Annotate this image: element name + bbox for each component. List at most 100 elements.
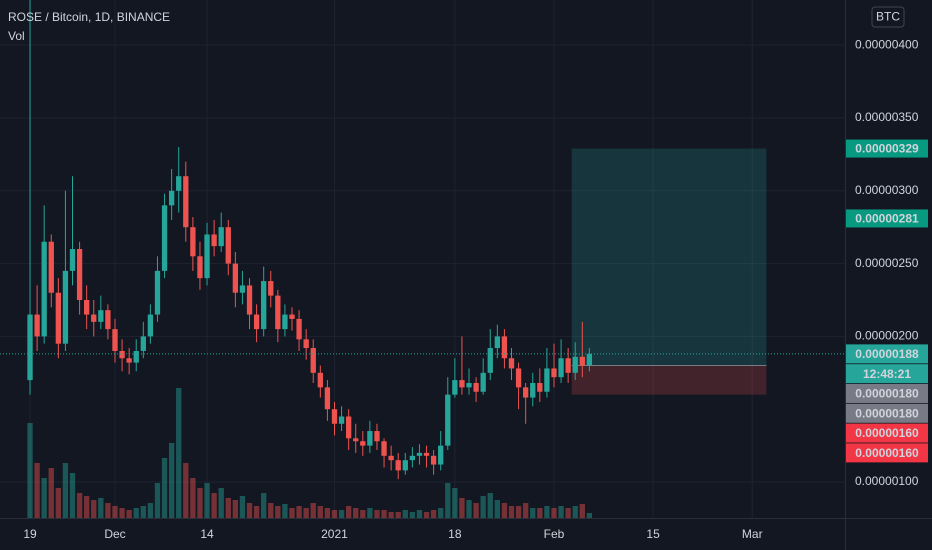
candle-body <box>402 460 408 471</box>
y-tick-label: 0.00000100 <box>855 474 919 488</box>
volume-bar <box>523 503 529 518</box>
y-tick-label: 0.00000400 <box>855 37 919 51</box>
volume-bar <box>374 510 380 518</box>
currency-box[interactable] <box>871 6 905 28</box>
candle-body <box>133 350 139 363</box>
volume-bar <box>445 483 451 518</box>
candle-body <box>452 380 458 395</box>
candle-body <box>119 350 125 359</box>
candle-body <box>409 455 416 461</box>
candle-body <box>459 380 465 388</box>
candle-body <box>204 234 210 279</box>
candle-body <box>572 356 578 373</box>
price-label: 0.00000180 <box>855 406 919 420</box>
candle-body <box>34 314 40 337</box>
volume-bar <box>62 463 69 518</box>
volume-bar <box>296 506 302 518</box>
candle-body <box>282 314 288 330</box>
volume-bar <box>225 498 231 518</box>
candle-body <box>438 445 444 465</box>
volume-bar <box>353 508 359 518</box>
volume-bar <box>168 443 175 518</box>
volume-bar <box>579 504 585 518</box>
volume-bar <box>232 500 239 518</box>
candle-body <box>268 281 274 296</box>
volume-bar <box>551 508 557 518</box>
volume-bar <box>55 488 61 518</box>
volume-bar <box>586 513 593 518</box>
volume-bar <box>423 512 430 518</box>
volume-bar <box>119 508 125 518</box>
volume-bar <box>112 506 118 518</box>
candle-body <box>197 256 203 279</box>
candle-body <box>374 431 380 442</box>
volume-bar <box>416 510 423 518</box>
candle-body <box>112 329 118 351</box>
x-tick-label: Feb <box>544 527 565 541</box>
price-label-box <box>846 443 928 463</box>
target-zone <box>571 148 767 366</box>
candle-body <box>62 270 69 344</box>
volume-bar <box>147 503 154 518</box>
candle-body <box>515 368 522 388</box>
candle-body <box>225 227 231 264</box>
candle-body <box>558 358 564 378</box>
volume-bar <box>438 508 444 518</box>
volume-bar <box>324 508 331 518</box>
candle-body <box>275 295 281 330</box>
volume-bar <box>76 493 83 518</box>
volume-bar <box>360 510 366 518</box>
x-tick-label: 15 <box>646 527 660 541</box>
currency[interactable]: BTC <box>876 10 900 24</box>
candle-body <box>239 285 246 293</box>
candle-body <box>430 455 437 465</box>
candle-body <box>551 368 557 378</box>
candle-body <box>147 314 154 337</box>
price-label: 0.00000160 <box>855 426 919 440</box>
volume-bar <box>345 506 352 518</box>
candle-body <box>176 176 182 191</box>
volume-bar <box>140 506 146 518</box>
volume-bar <box>409 512 416 518</box>
volume-bar <box>190 478 196 518</box>
volume-bar <box>69 473 76 518</box>
y-tick-label: 0.00000350 <box>855 110 919 124</box>
candle-body <box>161 205 168 271</box>
volume-bar <box>331 510 338 518</box>
price-label-box <box>846 209 928 228</box>
price-label-box <box>846 139 928 158</box>
volume-bar <box>452 488 458 518</box>
volume-bar <box>204 483 210 518</box>
volume-bar <box>218 488 224 518</box>
candle-body <box>487 348 493 373</box>
candle-body <box>91 314 97 322</box>
volume-bar <box>27 423 33 518</box>
volume-bar <box>537 508 543 518</box>
volume-bar <box>48 468 54 518</box>
candle-body <box>168 190 175 206</box>
volume-bar <box>105 503 111 518</box>
candle-body <box>565 358 571 373</box>
volume-bar <box>565 508 571 518</box>
candle-body <box>466 383 472 388</box>
volume-bar <box>480 496 486 518</box>
candle-body <box>473 383 479 392</box>
candle-body <box>41 241 47 337</box>
volume-bar <box>501 503 508 518</box>
volume-bar <box>381 510 387 518</box>
volume-bar <box>239 496 246 518</box>
volume-bar <box>466 500 472 518</box>
volume-bar <box>544 506 550 518</box>
candle-body <box>55 292 61 344</box>
axes: 0.00000100 0.00000200 0.00000250 0.00000300… <box>23 37 928 541</box>
candle-body <box>27 314 33 381</box>
volume-bar <box>41 478 47 518</box>
price-label-box <box>846 403 928 423</box>
candle-body <box>253 314 260 330</box>
volume-bar <box>289 508 295 518</box>
candle-body <box>84 299 90 315</box>
candle-body <box>586 353 593 366</box>
candle-body <box>303 339 309 349</box>
volume-bar <box>317 506 323 518</box>
price-label-box <box>846 423 928 443</box>
